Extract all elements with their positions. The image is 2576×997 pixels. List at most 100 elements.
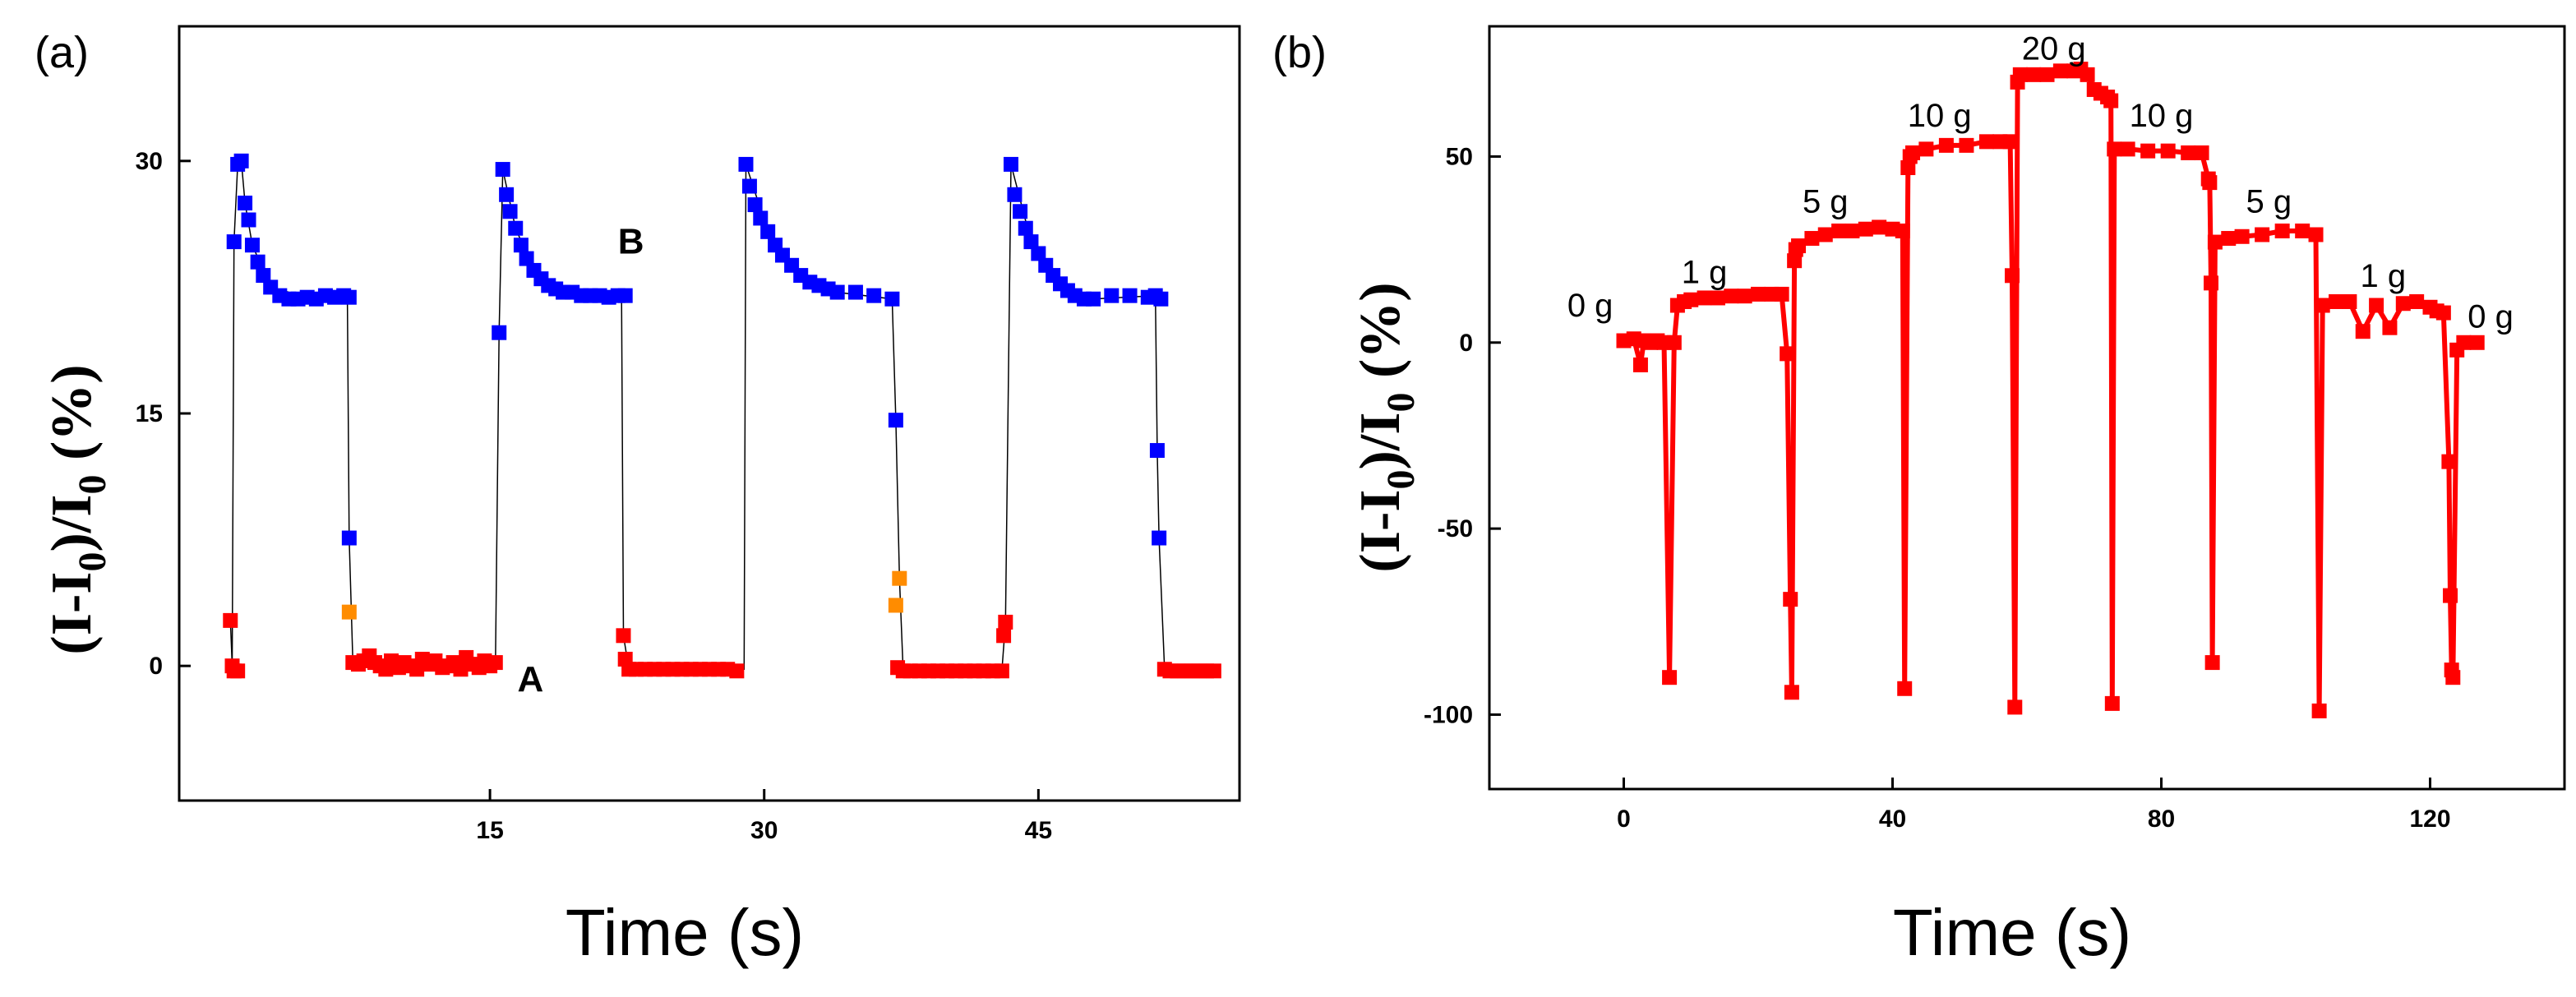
data-point	[2355, 324, 2371, 339]
data-point	[888, 413, 903, 428]
data-point	[1666, 335, 1682, 350]
weight-label: 1 g	[1682, 254, 1728, 290]
data-point	[1104, 288, 1119, 303]
data-point	[616, 628, 631, 644]
weight-label: 5 g	[2246, 183, 2292, 219]
data-point	[1774, 286, 1789, 302]
data-point	[1787, 253, 1803, 269]
data-point	[1149, 443, 1165, 459]
data-point	[230, 663, 246, 679]
data-point	[2080, 67, 2095, 82]
data-point	[996, 628, 1012, 644]
data-point	[2194, 145, 2209, 160]
data-point	[1013, 204, 1028, 219]
x-tick-label: 40	[1879, 805, 1906, 833]
data-point	[2012, 67, 2028, 82]
data-point	[2329, 293, 2344, 309]
data-point	[1086, 291, 1101, 307]
data-point	[1804, 231, 1820, 247]
panel-a-ylabel-tail: )/I	[40, 495, 104, 552]
data-point	[1858, 221, 1873, 237]
weight-label: 0 g	[2468, 299, 2514, 335]
data-point	[760, 224, 776, 239]
data-point	[2120, 141, 2135, 157]
panel-b-ticks: 0 40 80 120 -100 -50 0 50	[1424, 143, 2451, 833]
data-point	[223, 612, 238, 628]
y-tick-label: 30	[136, 148, 163, 175]
data-point	[1783, 592, 1798, 607]
data-point	[847, 284, 863, 300]
y-tick-label: -50	[1438, 515, 1473, 542]
data-point	[1710, 290, 1725, 306]
data-point	[1724, 288, 1739, 304]
data-point	[738, 156, 754, 172]
data-point	[994, 663, 1009, 679]
data-point	[250, 254, 265, 270]
panel-b-ylabel-end: (%)	[1349, 282, 1412, 392]
x-tick-label: 45	[1025, 817, 1052, 844]
data-point	[2007, 699, 2023, 715]
panel-b-ylabel-main: (I-I	[1349, 490, 1412, 573]
panel-a-ylabel-sub2: 0	[71, 475, 114, 495]
panel-a-annotation-A: A	[517, 659, 543, 699]
data-point	[2181, 145, 2196, 160]
panel-b-plot-frame	[1488, 25, 2566, 791]
data-point	[1938, 137, 1954, 153]
data-point	[2234, 228, 2250, 244]
data-point	[729, 663, 745, 679]
data-point	[2203, 275, 2218, 291]
weight-label: 1 g	[2360, 258, 2406, 294]
data-point	[2052, 63, 2068, 79]
panel-a-ylabel-end: (%)	[40, 364, 104, 474]
data-point	[233, 153, 249, 168]
x-tick-label: 0	[1617, 805, 1631, 833]
panel-b-data-points	[1616, 62, 2485, 718]
data-point	[513, 238, 529, 253]
data-point	[2342, 293, 2357, 309]
data-point	[1905, 145, 1921, 160]
x-tick-label: 120	[2409, 805, 2450, 833]
panel-a-data-points	[223, 153, 1221, 679]
data-point	[2204, 655, 2220, 671]
data-point	[2140, 143, 2156, 159]
data-point	[508, 220, 524, 236]
data-point	[2255, 227, 2270, 242]
data-point	[892, 570, 907, 586]
panel-b-chart: (b) 0 40 80 120 -100 -50 0 50 0 g 1 g 5 g 10 g 20 g…	[1272, 25, 2566, 969]
data-point	[499, 187, 515, 202]
panel-a-x-axis-title: Time (s)	[566, 896, 804, 969]
panel-a-ylabel-main: (I-I	[40, 572, 104, 655]
data-point	[888, 598, 903, 613]
y-tick-label: 0	[1459, 330, 1473, 357]
data-point	[1153, 291, 1169, 307]
panel-a-ylabel-sub: 0	[71, 552, 114, 572]
y-tick-label: -100	[1424, 701, 1473, 728]
data-point	[1737, 288, 1752, 304]
panel-a-connector-line	[229, 159, 1214, 672]
data-point	[2002, 134, 2018, 150]
data-point	[1978, 134, 1994, 150]
data-point	[2221, 231, 2237, 247]
data-point	[341, 289, 357, 305]
data-point	[1122, 288, 1138, 303]
data-point	[244, 238, 260, 253]
data-point	[1784, 685, 1799, 700]
x-tick-label: 15	[476, 817, 503, 844]
data-point	[341, 604, 357, 620]
data-point	[741, 178, 757, 194]
data-point	[1900, 160, 1916, 176]
data-point	[1697, 290, 1712, 306]
data-point	[747, 197, 763, 213]
data-point	[2382, 320, 2398, 335]
data-point	[2005, 268, 2020, 284]
data-point	[2207, 234, 2223, 250]
data-point	[487, 655, 503, 671]
weight-label: 10 g	[2130, 98, 2194, 134]
data-point	[2311, 703, 2327, 718]
panel-b-label: (b)	[1272, 28, 1327, 77]
data-point	[753, 210, 769, 226]
data-point	[1632, 357, 1648, 372]
data-point	[1007, 187, 1023, 202]
data-point	[2160, 143, 2176, 159]
data-point	[2315, 298, 2330, 313]
